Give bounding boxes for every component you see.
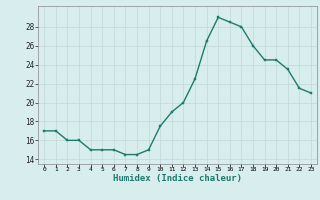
X-axis label: Humidex (Indice chaleur): Humidex (Indice chaleur)	[113, 174, 242, 183]
